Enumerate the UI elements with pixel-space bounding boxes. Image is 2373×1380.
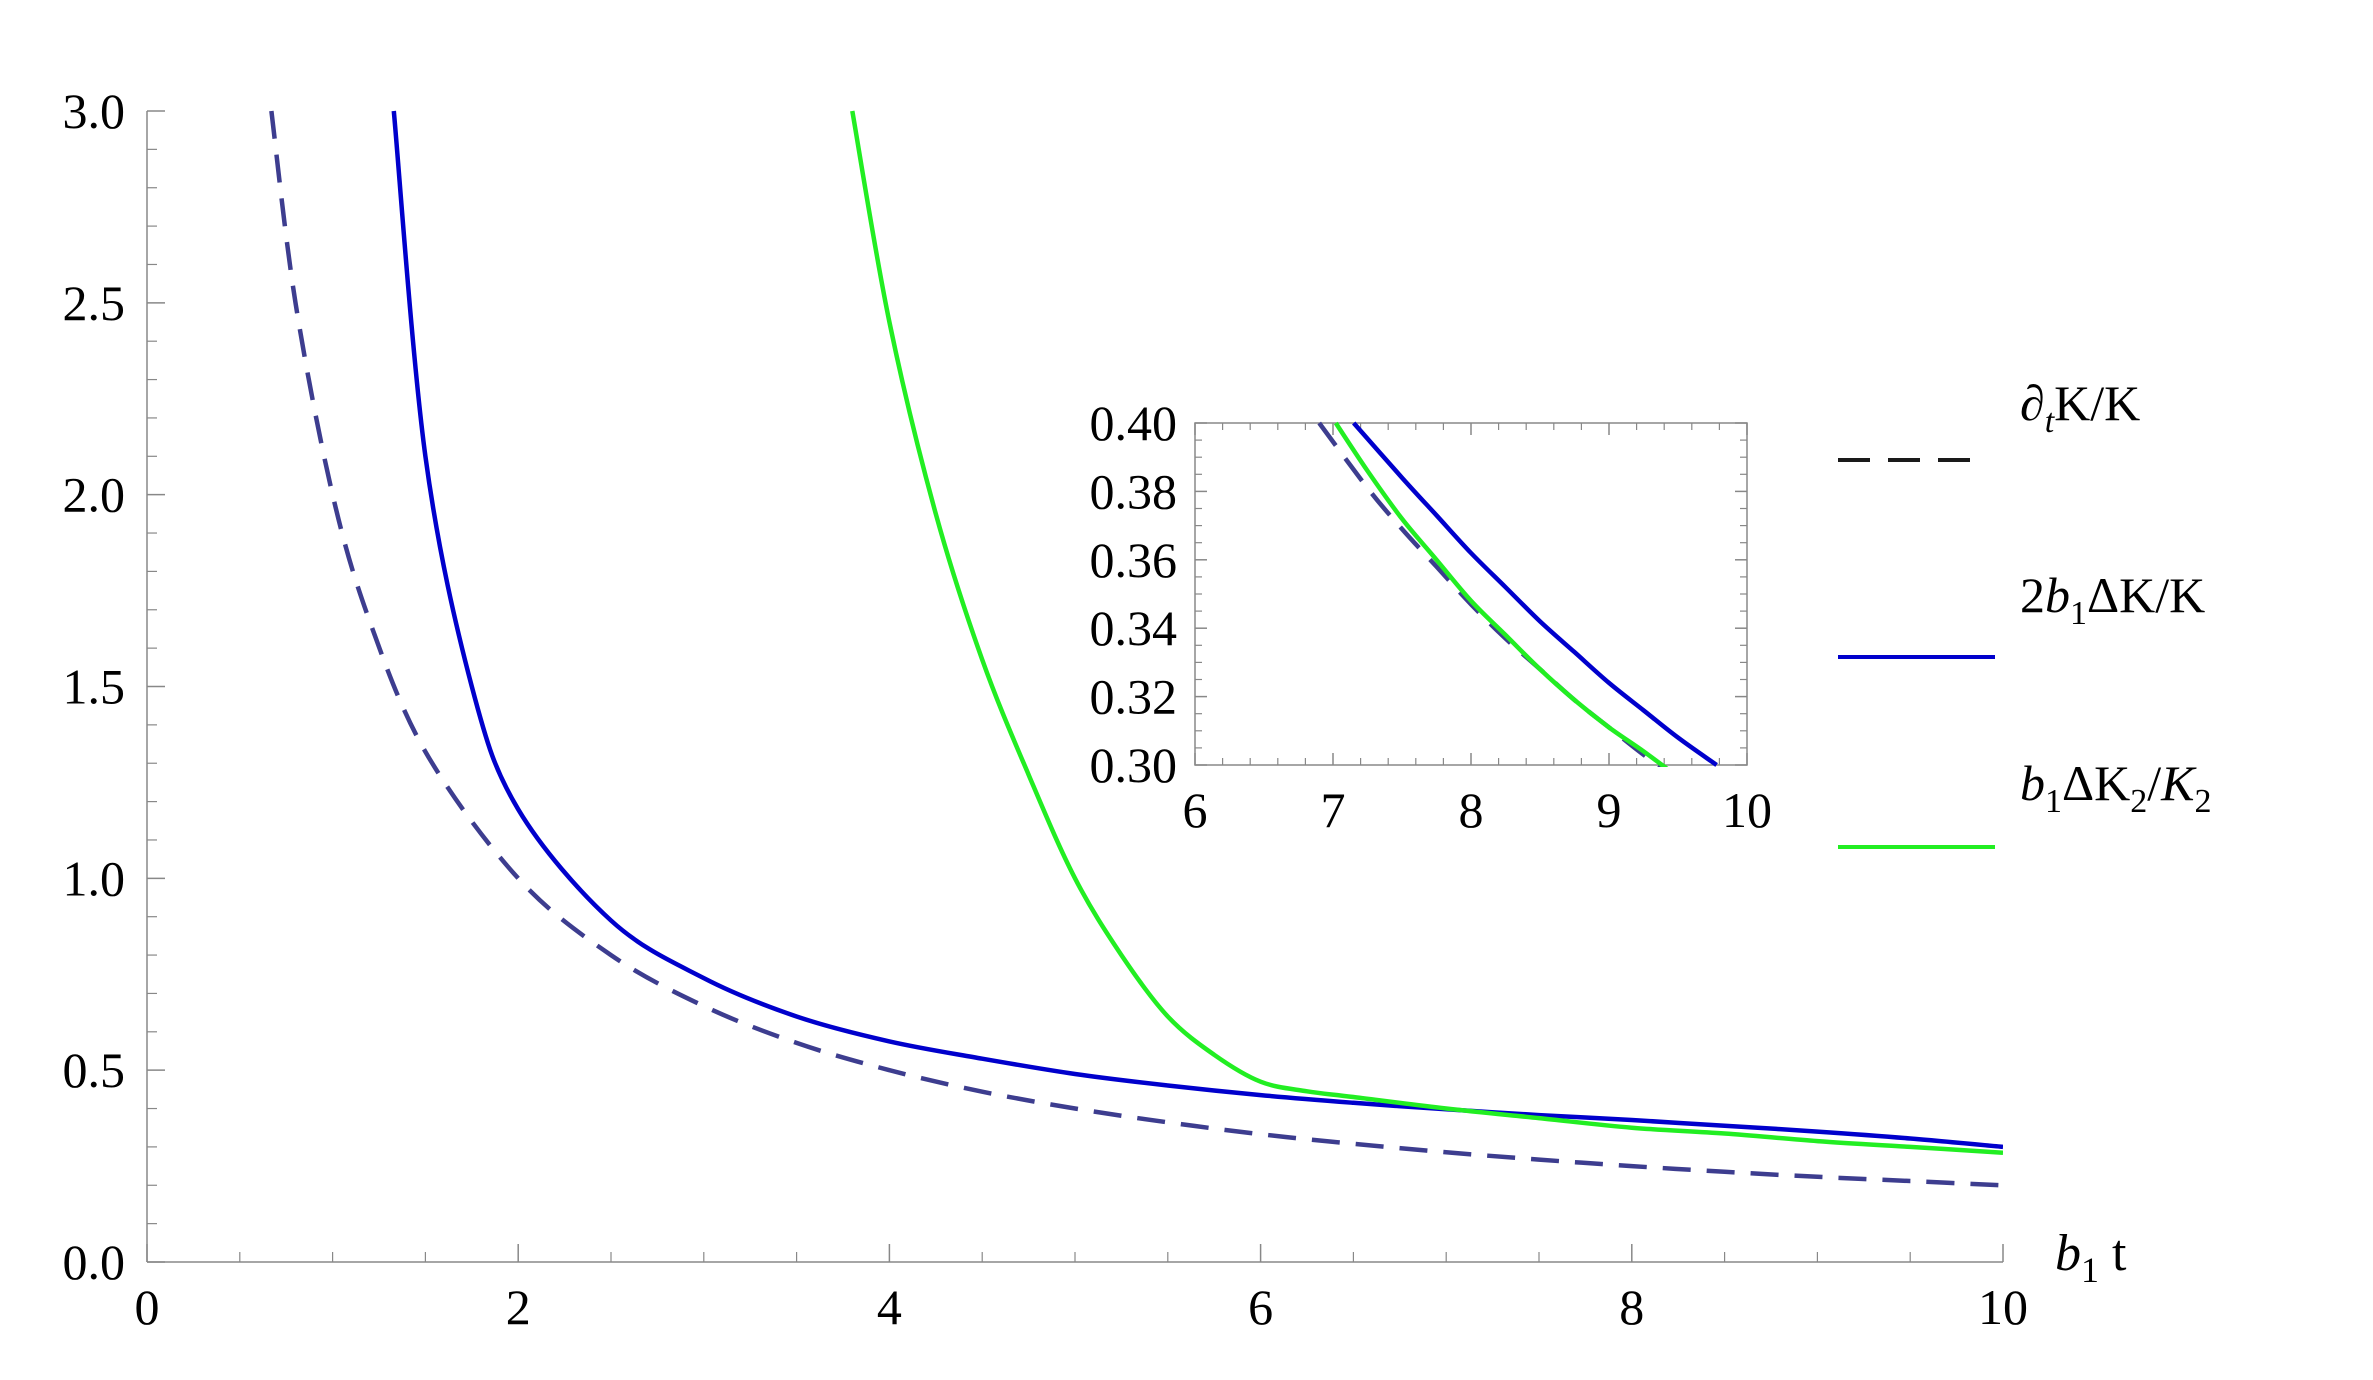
main-y-tick-label: 2.0 — [63, 467, 126, 523]
main-x-tick-label: 8 — [1619, 1279, 1644, 1335]
main-y-tick-label: 0.5 — [63, 1042, 126, 1098]
main-series-2 — [850, 110, 2003, 1155]
main-y-tick-label: 1.0 — [63, 850, 126, 906]
legend-label-2b1-dk: 2b1ΔK/K — [2020, 567, 2205, 632]
inset-y-tick-label: 0.32 — [1090, 669, 1178, 725]
inset-y-tick-label: 0.30 — [1090, 737, 1178, 793]
inset-series-2 — [1333, 421, 1669, 767]
inset-x-tick-label: 10 — [1722, 782, 1772, 838]
inset-x-tick-label: 8 — [1459, 782, 1484, 838]
main-x-tick-label: 2 — [506, 1279, 531, 1335]
inset-y-tick-label: 0.36 — [1090, 532, 1178, 588]
legend: ∂tK/K 2b1ΔK/K b1ΔK2/K2 — [1838, 375, 2212, 849]
main-y-tick-label: 2.5 — [63, 275, 126, 331]
legend-label-dt-k: ∂tK/K — [2020, 375, 2140, 440]
inset-series-1 — [1352, 421, 1718, 767]
main-y-tick-label: 1.5 — [63, 659, 126, 715]
main-y-tick-label: 3.0 — [63, 83, 126, 139]
inset-series-0 — [1317, 421, 1665, 767]
inset-x-tick-label: 7 — [1321, 782, 1346, 838]
x-axis-title: b1 t — [2055, 1225, 2127, 1290]
inset-y-tick-label: 0.40 — [1090, 395, 1178, 451]
main-x-tick-label: 0 — [135, 1279, 160, 1335]
inset-plot: 6 7 8 9 10 0.30 0.32 0.34 0.36 0.38 0.40 — [1090, 395, 1773, 838]
inset-y-tick-label: 0.38 — [1090, 463, 1178, 519]
inset-frame — [1194, 422, 1748, 766]
main-plot: 0 2 4 6 8 10 0.0 0.5 1.0 1.5 2.0 2.5 3.0 — [63, 83, 2029, 1335]
main-x-tick-label: 10 — [1978, 1279, 2028, 1335]
inset-y-tick-label: 0.34 — [1090, 600, 1178, 656]
main-x-tick-label: 4 — [877, 1279, 902, 1335]
main-y-tick-label: 0.0 — [63, 1234, 126, 1290]
inset-x-tick-label: 6 — [1183, 782, 1208, 838]
main-x-tick-label: 6 — [1248, 1279, 1273, 1335]
legend-label-b1-dk2: b1ΔK2/K2 — [2020, 755, 2212, 820]
inset-x-tick-label: 9 — [1597, 782, 1622, 838]
main-series-1 — [391, 110, 2003, 1150]
